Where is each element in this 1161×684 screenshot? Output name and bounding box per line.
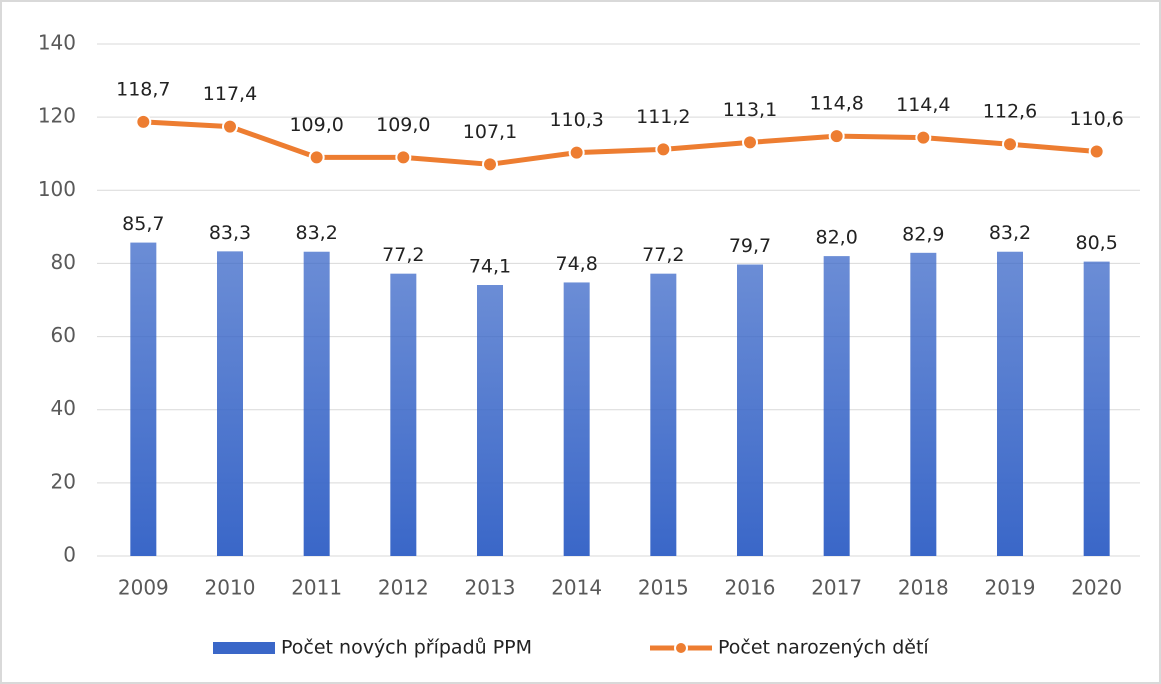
legend-label: Počet nových případů PPM: [281, 637, 532, 659]
data-label: 114,4: [896, 94, 950, 116]
data-label: 117,4: [203, 83, 257, 105]
data-label: 111,2: [636, 106, 690, 128]
y-tick-label: 120: [38, 104, 76, 128]
y-tick-label: 100: [38, 177, 76, 201]
bar: [823, 256, 850, 556]
bar: [737, 264, 763, 556]
x-tick-label: 2018: [898, 576, 949, 600]
data-label: 112,6: [983, 101, 1037, 123]
bar: [217, 251, 243, 557]
x-tick-label: 2010: [205, 576, 256, 600]
marker: [1088, 143, 1105, 160]
data-label: 109,0: [289, 114, 343, 136]
y-tick-label: 40: [51, 396, 76, 420]
marker: [915, 129, 932, 146]
data-label: 74,8: [556, 253, 598, 275]
y-tick-label: 0: [63, 543, 76, 567]
data-label: 79,7: [729, 235, 771, 257]
data-label: 85,7: [122, 213, 164, 235]
bar: [303, 251, 330, 556]
line: [143, 119, 1097, 167]
marker: [655, 141, 672, 158]
bar: [910, 252, 937, 556]
marker: [1002, 136, 1018, 153]
marker: [222, 118, 238, 135]
bar: [130, 242, 157, 556]
data-label: 83,2: [296, 222, 338, 244]
legend-swatch: [213, 642, 275, 654]
marker: [828, 128, 845, 145]
marker: [135, 113, 152, 130]
marker: [482, 156, 498, 173]
legend-label: Počet narozených dětí: [718, 637, 929, 659]
bar: [390, 273, 417, 556]
x-tick-label: 2012: [378, 576, 429, 600]
data-label: 80,5: [1076, 232, 1118, 254]
data-label: 82,9: [902, 223, 944, 245]
x-tick-label: 2009: [118, 576, 169, 600]
legend-marker: [674, 641, 688, 655]
x-tick-label: 2013: [465, 576, 516, 600]
data-label: 83,2: [989, 222, 1031, 244]
y-tick-label: 60: [51, 323, 76, 347]
data-label: 77,2: [642, 244, 684, 266]
x-tick-label: 2015: [638, 576, 689, 600]
marker: [568, 144, 585, 161]
data-label: 107,1: [463, 121, 517, 143]
bar: [650, 273, 677, 556]
data-label: 83,3: [209, 222, 251, 244]
data-label: 110,3: [549, 109, 603, 131]
y-tick-label: 20: [51, 469, 76, 493]
bar: [997, 251, 1023, 556]
marker: [308, 149, 325, 166]
y-tick-label: 140: [38, 31, 76, 55]
data-label: 110,6: [1069, 108, 1123, 130]
x-tick-label: 2011: [291, 576, 342, 600]
x-tick-label: 2017: [811, 576, 862, 600]
x-tick-label: 2019: [985, 576, 1036, 600]
marker: [742, 134, 758, 151]
bar: [563, 282, 590, 556]
y-tick-label: 80: [51, 250, 76, 274]
data-label: 118,7: [116, 78, 170, 100]
marker: [395, 149, 412, 166]
bar: [1083, 261, 1110, 556]
x-tick-label: 2014: [551, 576, 602, 600]
data-label: 109,0: [376, 114, 430, 136]
data-label: 77,2: [382, 244, 424, 266]
x-tick-label: 2020: [1071, 576, 1122, 600]
data-label: 74,1: [469, 256, 511, 278]
data-label: 113,1: [723, 99, 777, 121]
data-label: 82,0: [816, 227, 858, 249]
bar: [477, 285, 503, 556]
data-label: 114,8: [809, 93, 863, 115]
x-tick-label: 2016: [725, 576, 776, 600]
